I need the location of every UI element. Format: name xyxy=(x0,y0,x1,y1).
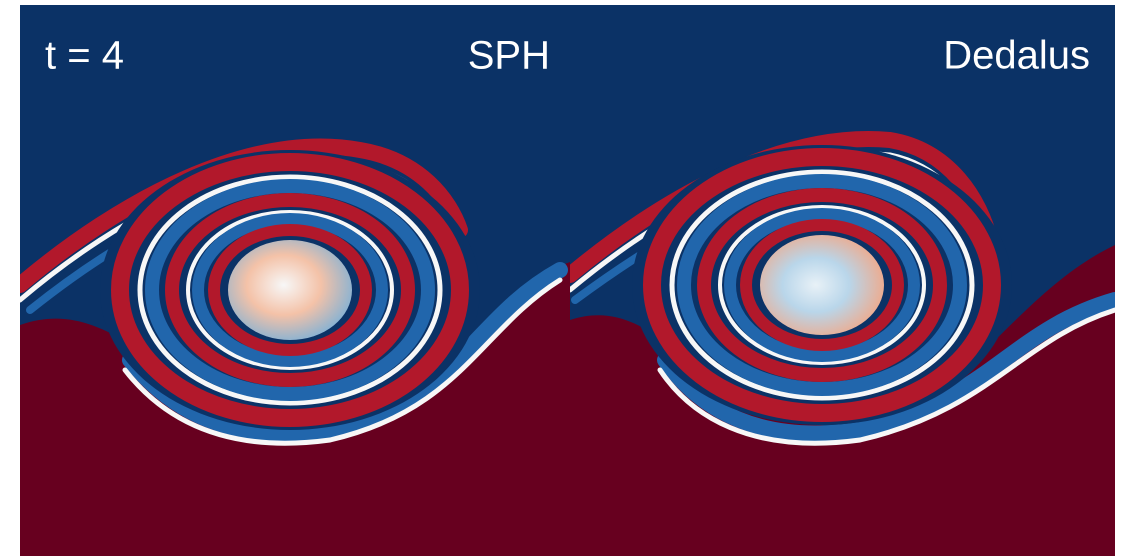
sph-panel xyxy=(20,5,570,556)
dedalus-panel xyxy=(570,5,1115,556)
page: {"labels": {"time": "t = 4", "left": "SP… xyxy=(0,0,1130,556)
dedalus-label: Dedalus xyxy=(943,34,1090,78)
figure: t = 4 SPH Dedalus xyxy=(0,0,1130,556)
time-label: t = 4 xyxy=(45,34,124,78)
sph-label: SPH xyxy=(468,34,550,78)
